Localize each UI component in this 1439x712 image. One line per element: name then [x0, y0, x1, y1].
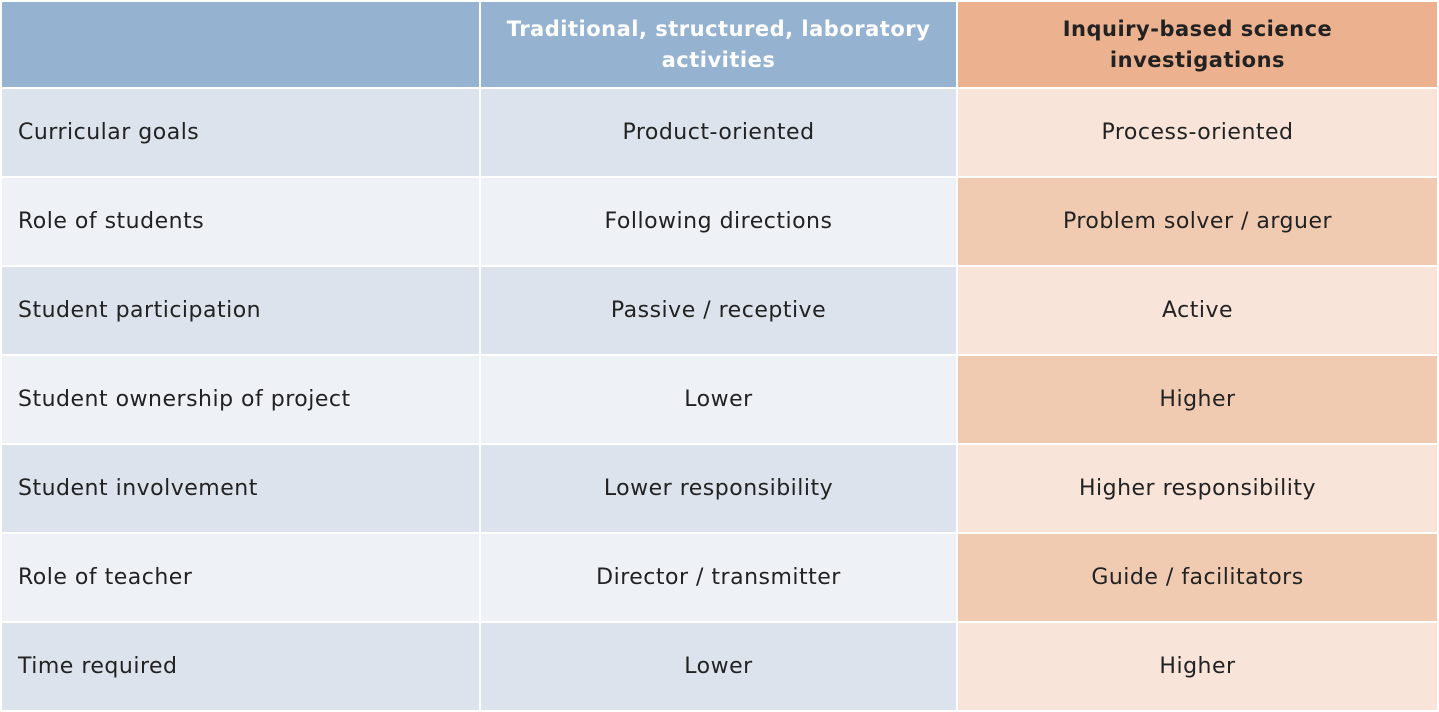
- table-cell: Lower responsibility: [481, 445, 956, 532]
- row-label: Student involvement: [2, 445, 479, 532]
- row-label: Role of teacher: [2, 534, 479, 621]
- table-cell: Lower: [481, 623, 956, 710]
- header-cell: [2, 2, 479, 87]
- table-cell: Problem solver / arguer: [958, 178, 1437, 265]
- table-cell: Director / transmitter: [481, 534, 956, 621]
- table-cell: Process-oriented: [958, 89, 1437, 176]
- row-label: Time required: [2, 623, 479, 710]
- table-cell: Higher: [958, 623, 1437, 710]
- header-cell: Inquiry-based science investigations: [958, 2, 1437, 87]
- row-label: Student ownership of project: [2, 356, 479, 443]
- table-cell: Passive / receptive: [481, 267, 956, 354]
- header-cell: Traditional, structured, laboratory acti…: [481, 2, 956, 87]
- table-cell: Active: [958, 267, 1437, 354]
- row-label: Curricular goals: [2, 89, 479, 176]
- table-cell: Product-oriented: [481, 89, 956, 176]
- table-cell: Following directions: [481, 178, 956, 265]
- table-cell: Guide / facilitators: [958, 534, 1437, 621]
- table-cell: Higher responsibility: [958, 445, 1437, 532]
- row-label: Student participation: [2, 267, 479, 354]
- table-cell: Higher: [958, 356, 1437, 443]
- table-cell: Lower: [481, 356, 956, 443]
- row-label: Role of students: [2, 178, 479, 265]
